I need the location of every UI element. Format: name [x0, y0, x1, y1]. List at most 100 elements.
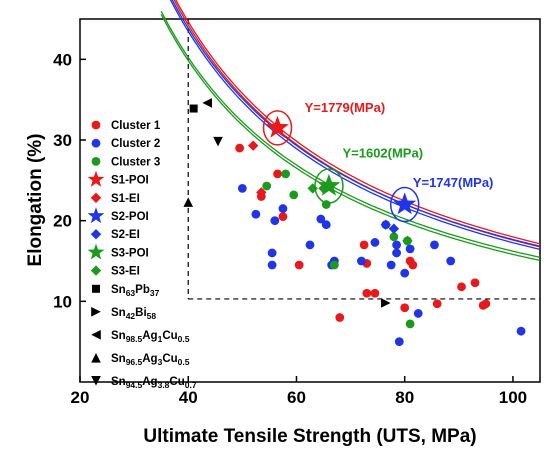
data-point	[281, 169, 291, 179]
legend-label: S2-POI	[111, 211, 149, 223]
constant-curve-line	[160, 14, 541, 262]
legend-marker	[90, 229, 102, 240]
data-point	[359, 240, 369, 250]
constant-curves: Y=1779(MPa) Y=1747(MPa) Y=1602(MPa)	[160, 0, 541, 262]
constant-curve-line	[173, 0, 541, 248]
y-tick-label: 30	[53, 131, 72, 150]
x-axis-title: Ultimate Tensile Strength (UTS, MPa)	[143, 426, 476, 447]
legend-marker	[87, 207, 105, 224]
x-tick-label: 40	[179, 388, 198, 407]
constant-curve-line	[175, 0, 541, 245]
constant-curve-group	[160, 10, 541, 262]
legend-label: Sn96.5Ag3Cu0.5	[111, 353, 190, 367]
legend-label: Cluster 1	[111, 120, 161, 132]
data-point	[278, 212, 288, 222]
poi-highlight-ellipse	[389, 186, 420, 223]
legend-label-part: 0.7	[185, 380, 197, 390]
data-point	[289, 190, 299, 200]
legend-label: Cluster 3	[111, 156, 160, 168]
data-point	[392, 240, 401, 250]
legend-label-part: 94.5	[126, 380, 143, 390]
data-point	[408, 260, 418, 270]
legend-label-part: Cu	[169, 376, 184, 388]
data-point-tri-up	[183, 197, 194, 207]
legend-label-part: Sn	[111, 330, 126, 342]
legend-marker	[91, 138, 101, 148]
legend-label-part: 42	[126, 311, 136, 321]
legend-label: Cluster 2	[111, 138, 160, 150]
data-points	[183, 98, 526, 347]
x-tick-label: 80	[395, 388, 414, 407]
legend: Cluster 1 Cluster 2 Cluster 3 S1-POI S1-EI S2…	[87, 120, 197, 390]
data-point	[394, 337, 404, 347]
poi-highlight-ellipse	[262, 110, 293, 146]
legend-label: S3-POI	[111, 247, 149, 259]
data-point-square	[189, 104, 198, 113]
data-point-star	[393, 192, 417, 215]
curve-label: Y=1602(MPa)	[342, 146, 423, 161]
legend-marker	[91, 353, 101, 363]
data-point	[262, 181, 272, 191]
legend-marker	[91, 157, 101, 166]
legend-label-part: Sn	[111, 376, 126, 388]
plot-frame	[79, 18, 541, 383]
data-point-diamond	[247, 140, 259, 151]
legend-label: Sn98.5Ag1Cu0.5	[111, 330, 190, 344]
data-point	[270, 216, 280, 226]
legend-label-part: Ag	[142, 376, 157, 388]
legend-label-part: 63	[126, 288, 136, 298]
legend-label: S1-EI	[111, 193, 140, 205]
legend-label: Sn42Bi58	[111, 307, 156, 321]
legend-label-part: 3	[158, 357, 163, 367]
data-point	[362, 288, 372, 298]
legend-label-part: Cu	[162, 353, 177, 365]
data-point	[386, 260, 396, 270]
legend-label-part: 37	[150, 288, 160, 298]
data-point-diamond	[388, 223, 400, 234]
y-tick-label: 10	[53, 292, 72, 311]
data-point-diamond	[256, 187, 267, 198]
legend-marker	[92, 284, 100, 293]
y-axis-title: Elongation (%)	[25, 134, 46, 267]
axis-ticks: 20 40 60 80 100 10 20 30 40	[53, 50, 527, 407]
legend-label-part: 0.5	[178, 334, 190, 344]
curve-label: Y=1779(MPa)	[305, 100, 386, 115]
data-point	[370, 288, 380, 298]
data-point	[413, 309, 423, 318]
legend-label: Sn94.5Ag3.8Cu0.7	[111, 376, 197, 390]
data-point	[267, 248, 277, 258]
poi-highlight-ellipse	[314, 168, 344, 204]
data-point	[267, 260, 277, 270]
constant-curve-group	[169, 0, 541, 251]
y-tick-label: 20	[53, 212, 72, 231]
legend-label-part: Ag	[142, 353, 157, 365]
data-point-tri-left	[202, 98, 212, 108]
data-point	[237, 184, 247, 193]
data-point	[457, 282, 466, 292]
data-point-diamond	[402, 235, 413, 247]
data-point	[446, 256, 456, 266]
reference-lines	[187, 19, 540, 300]
legend-label: S1-POI	[111, 175, 149, 187]
legend-marker	[87, 170, 105, 187]
legend-label-part: Sn	[111, 307, 126, 319]
legend-label-part: 98.5	[126, 334, 143, 344]
data-point	[400, 268, 410, 278]
legend-label-part: 58	[147, 311, 157, 321]
legend-label-part: 96.5	[126, 357, 143, 367]
x-tick-label: 100	[499, 388, 527, 407]
constant-curve-line	[169, 0, 541, 251]
legend-marker	[91, 307, 101, 317]
x-tick-label: 60	[287, 388, 306, 407]
data-point	[389, 232, 399, 242]
legend-marker	[91, 120, 101, 130]
legend-label-part: 1	[158, 334, 163, 344]
legend-label-part: Cu	[162, 330, 177, 342]
legend-label-part: 0.5	[178, 357, 190, 367]
curve-label: Y=1747(MPa)	[413, 175, 494, 190]
constant-curve-line	[171, 0, 541, 247]
data-point	[430, 240, 439, 250]
legend-label-part: Sn	[111, 284, 126, 296]
data-point-tri-right	[380, 298, 391, 308]
data-point-star	[317, 173, 341, 196]
